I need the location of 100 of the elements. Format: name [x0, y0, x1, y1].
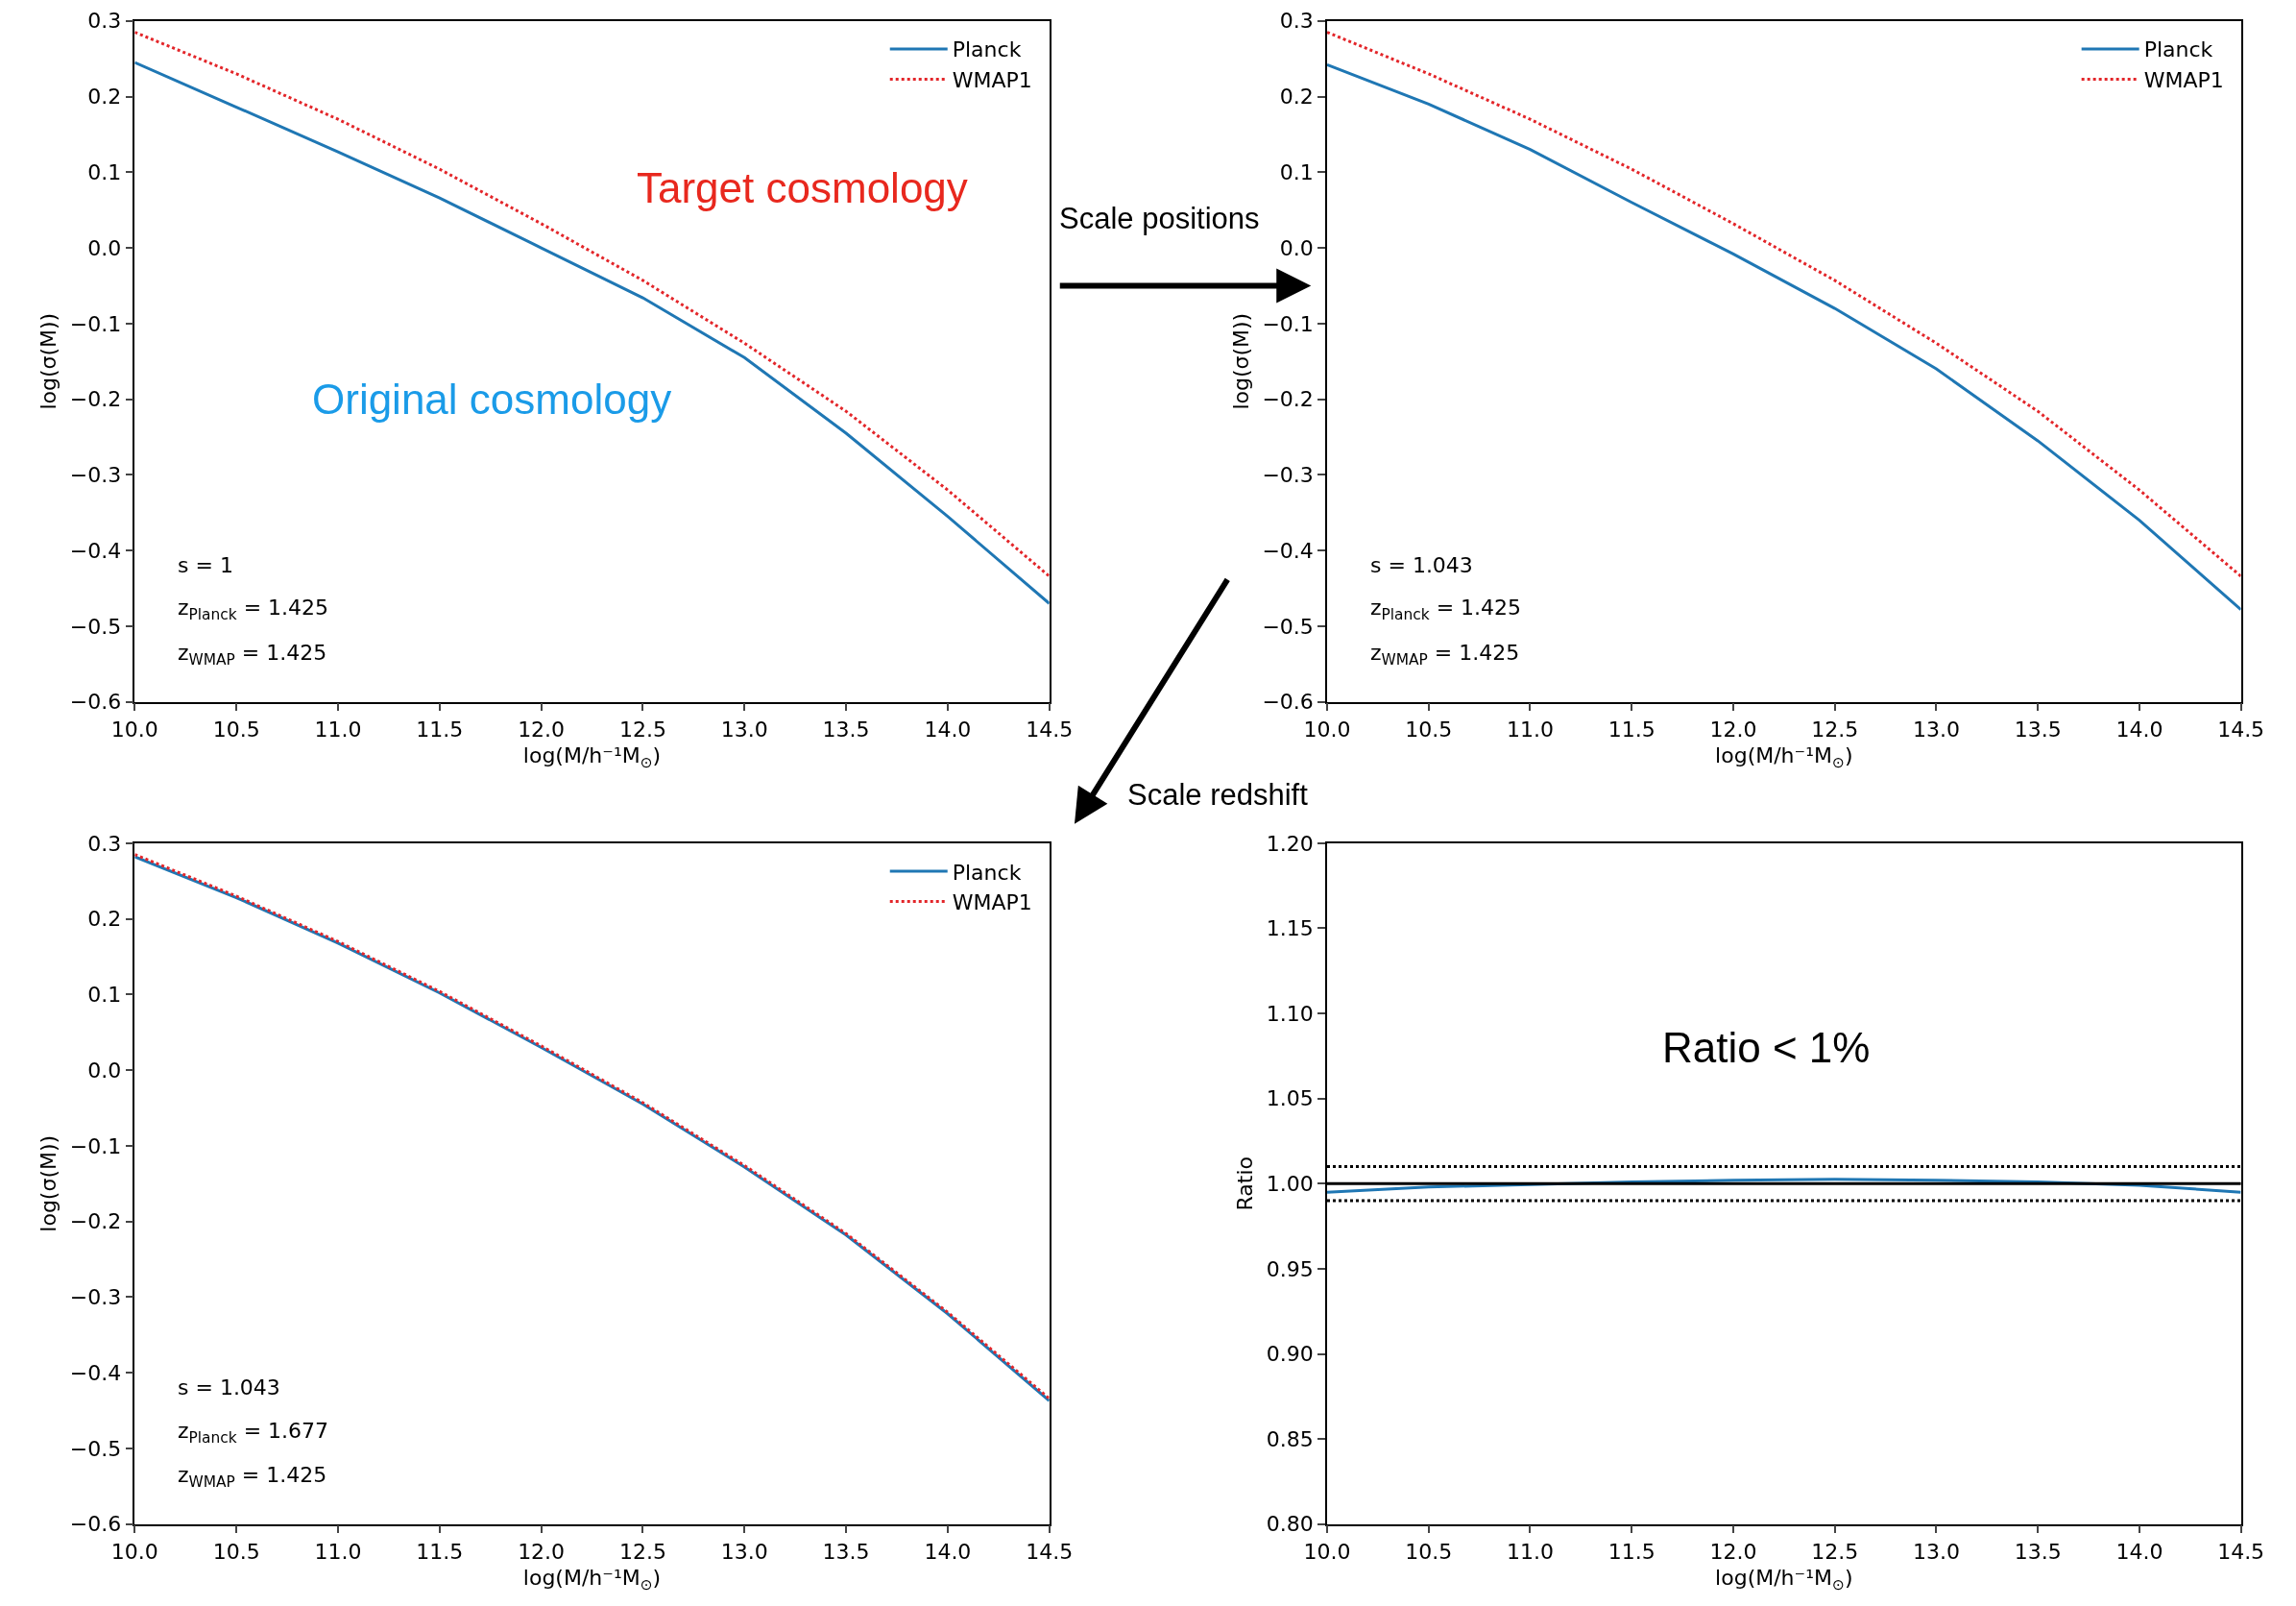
x-tick-label: 11.5 — [416, 1539, 464, 1564]
y-tick-label: 0.3 — [87, 831, 122, 856]
y-tick-label: 0.0 — [87, 235, 122, 260]
x-axis-title: log(M/h⁻¹M$_{⊙}$) — [522, 743, 662, 771]
x-tick-label: 12.5 — [1811, 717, 1859, 742]
annotation: z$_{Planck}$ = 1.425 — [1370, 596, 1522, 623]
y-axis-title: log(σ(M)) — [1228, 312, 1253, 410]
annotation: Original cosmology — [312, 376, 672, 423]
annotation: z$_{WMAP}$ = 1.425 — [178, 1463, 327, 1491]
y-tick-label: −0.3 — [69, 463, 122, 488]
y-tick-label: −0.6 — [69, 1512, 122, 1537]
y-tick-label: 0.2 — [87, 907, 122, 932]
y-tick-label: −0.4 — [69, 538, 122, 563]
y-tick-label: −0.6 — [69, 690, 122, 715]
x-tick-label: 11.5 — [1607, 1539, 1656, 1564]
text: Scale redshift — [1127, 778, 1309, 812]
x-tick-label: 12.5 — [618, 1539, 666, 1564]
x-axis-title: log(M/h⁻¹M$_{⊙}$) — [522, 1566, 662, 1594]
y-tick-label: 0.2 — [87, 85, 122, 110]
y-tick-label: 1.15 — [1266, 916, 1314, 941]
y-tick-label: −0.6 — [1262, 690, 1314, 715]
x-tick-label: 13.5 — [822, 717, 870, 742]
x-tick-label: 11.0 — [314, 1539, 362, 1564]
y-tick-label: −0.5 — [1262, 614, 1314, 639]
x-tick-label: 13.0 — [720, 717, 768, 742]
x-tick-label: 14.5 — [2217, 1539, 2265, 1564]
annotation: z$_{WMAP}$ = 1.425 — [1370, 641, 1520, 669]
x-tick-label: 10.0 — [110, 1539, 158, 1564]
x-tick-label: 11.0 — [1506, 717, 1554, 742]
x-tick-label: 14.5 — [1026, 717, 1074, 742]
legend-label: WMAP1 — [2143, 68, 2224, 93]
y-tick-label: −0.1 — [69, 311, 122, 336]
y-tick-label: −0.3 — [69, 1285, 122, 1310]
x-tick-label: 14.5 — [2217, 717, 2265, 742]
y-tick-label: 0.85 — [1266, 1426, 1314, 1451]
annotation: z$_{Planck}$ = 1.677 — [178, 1419, 329, 1447]
y-tick-label: 0.0 — [1279, 235, 1314, 260]
annotation: s = 1 — [178, 553, 233, 577]
legend-label: Planck — [2143, 37, 2213, 62]
y-tick-label: 1.10 — [1266, 1001, 1314, 1026]
annotation: Ratio < 1% — [1662, 1024, 1871, 1071]
x-tick-label: 12.0 — [1709, 1539, 1757, 1564]
x-tick-label: 12.0 — [518, 1539, 566, 1564]
x-tick-label: 14.0 — [2115, 717, 2163, 742]
x-tick-label: 13.0 — [1912, 717, 1960, 742]
x-tick-label: 11.0 — [314, 717, 362, 742]
annotation: Target cosmology — [637, 164, 968, 211]
annotation: s = 1.043 — [178, 1375, 280, 1399]
y-tick-label: 1.20 — [1266, 831, 1314, 856]
legend-label: Planck — [952, 860, 1022, 885]
x-tick-label: 11.5 — [1607, 717, 1656, 742]
y-tick-label: −0.1 — [69, 1133, 122, 1158]
legend-label: WMAP1 — [952, 68, 1032, 93]
x-tick-label: 12.5 — [1811, 1539, 1859, 1564]
y-tick-label: 0.0 — [87, 1058, 122, 1083]
y-tick-label: 0.3 — [87, 9, 122, 34]
x-tick-label: 12.5 — [618, 717, 666, 742]
y-axis-title: Ratio — [1233, 1156, 1258, 1211]
y-tick-label: 0.3 — [1279, 9, 1314, 34]
y-tick-label: 0.90 — [1266, 1342, 1314, 1367]
x-tick-label: 13.0 — [1912, 1539, 1960, 1564]
y-axis-title: log(σ(M)) — [36, 1134, 61, 1232]
y-tick-label: 1.00 — [1266, 1171, 1314, 1196]
x-tick-label: 11.5 — [416, 717, 464, 742]
x-tick-label: 10.5 — [212, 1539, 260, 1564]
y-tick-label: −0.4 — [1262, 538, 1314, 563]
y-tick-label: 0.1 — [87, 983, 122, 1008]
y-tick-label: 0.1 — [1279, 159, 1314, 184]
x-tick-label: 10.5 — [1405, 717, 1453, 742]
y-tick-label: 0.80 — [1266, 1512, 1314, 1537]
y-tick-label: −0.5 — [69, 1436, 122, 1461]
x-tick-label: 13.0 — [720, 1539, 768, 1564]
x-tick-label: 14.0 — [2115, 1539, 2163, 1564]
text: Scale positions — [1059, 202, 1260, 235]
y-tick-label: −0.2 — [1262, 387, 1314, 412]
legend-label: Planck — [952, 37, 1022, 62]
y-tick-label: 0.95 — [1266, 1256, 1314, 1281]
legend-label: WMAP1 — [952, 890, 1032, 915]
x-tick-label: 14.5 — [1026, 1539, 1074, 1564]
annotation: z$_{Planck}$ = 1.425 — [178, 596, 329, 623]
x-tick-label: 11.0 — [1506, 1539, 1554, 1564]
y-tick-label: −0.4 — [69, 1360, 122, 1385]
y-tick-label: −0.2 — [69, 387, 122, 412]
y-tick-label: −0.2 — [69, 1209, 122, 1234]
y-axis-title: log(σ(M)) — [36, 312, 61, 410]
x-tick-label: 10.5 — [1405, 1539, 1453, 1564]
y-tick-label: −0.1 — [1262, 311, 1314, 336]
x-tick-label: 10.0 — [1303, 1539, 1351, 1564]
x-tick-label: 10.5 — [212, 717, 260, 742]
y-tick-label: 0.1 — [87, 159, 122, 184]
x-axis-title: log(M/h⁻¹M$_{⊙}$) — [1715, 743, 1853, 771]
y-tick-label: −0.3 — [1262, 463, 1314, 488]
annotation: z$_{WMAP}$ = 1.425 — [178, 641, 327, 669]
y-tick-label: 0.2 — [1279, 85, 1314, 110]
y-tick-label: 1.05 — [1266, 1086, 1314, 1111]
x-tick-label: 12.0 — [518, 717, 566, 742]
x-tick-label: 13.5 — [2014, 1539, 2062, 1564]
x-tick-label: 14.0 — [924, 1539, 972, 1564]
x-tick-label: 13.5 — [2014, 717, 2062, 742]
x-tick-label: 12.0 — [1709, 717, 1757, 742]
